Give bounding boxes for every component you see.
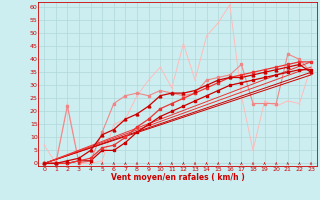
X-axis label: Vent moyen/en rafales ( km/h ): Vent moyen/en rafales ( km/h ) bbox=[111, 173, 244, 182]
